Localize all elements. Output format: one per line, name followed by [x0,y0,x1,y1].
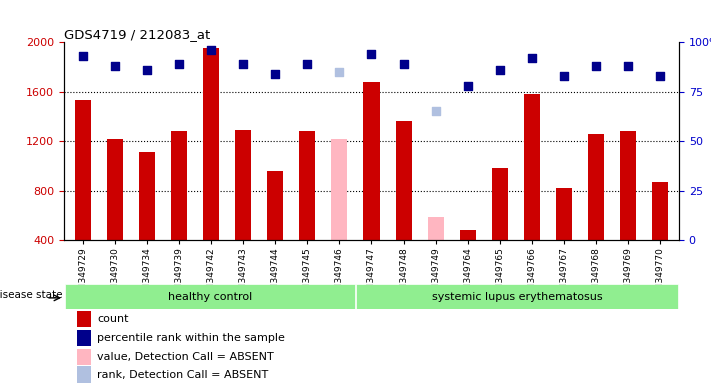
Point [141,67,153,73]
Bar [652,182,668,240]
Point [430,108,442,114]
Bar [77,366,91,382]
Point [205,47,217,53]
Point [654,73,665,79]
Bar [491,168,508,240]
Point [109,63,121,69]
Bar [203,48,220,240]
Point [173,61,185,67]
Point [622,63,634,69]
Point [590,63,602,69]
Text: GDS4719 / 212083_at: GDS4719 / 212083_at [64,28,210,41]
Point [526,55,538,61]
Bar [267,171,284,240]
Text: rank, Detection Call = ABSENT: rank, Detection Call = ABSENT [97,369,269,379]
Point [237,61,249,67]
Bar [75,100,91,240]
Text: healthy control: healthy control [168,291,252,302]
Point [558,73,570,79]
Point [301,61,313,67]
Text: value, Detection Call = ABSENT: value, Detection Call = ABSENT [97,352,274,362]
Point [333,69,345,75]
Bar [77,311,91,327]
Point [494,67,506,73]
Bar [65,284,355,309]
Bar [588,134,604,240]
Point [365,51,377,57]
Bar [77,330,91,346]
Text: count: count [97,314,129,324]
Bar [427,217,444,240]
Point [77,53,89,59]
Bar [299,131,316,240]
Bar [556,188,572,240]
Bar [235,130,252,240]
Bar [523,94,540,240]
Text: systemic lupus erythematosus: systemic lupus erythematosus [432,291,602,302]
Point [462,83,474,89]
Bar [331,139,348,240]
Text: disease state: disease state [0,290,62,300]
Bar [77,349,91,365]
Text: percentile rank within the sample: percentile rank within the sample [97,333,285,343]
Bar [459,230,476,240]
Bar [356,284,678,309]
Point [398,61,410,67]
Bar [395,121,412,240]
Point [269,71,281,77]
Bar [363,82,380,240]
Bar [171,131,187,240]
Bar [107,139,123,240]
Bar [620,131,636,240]
Bar [139,152,155,240]
